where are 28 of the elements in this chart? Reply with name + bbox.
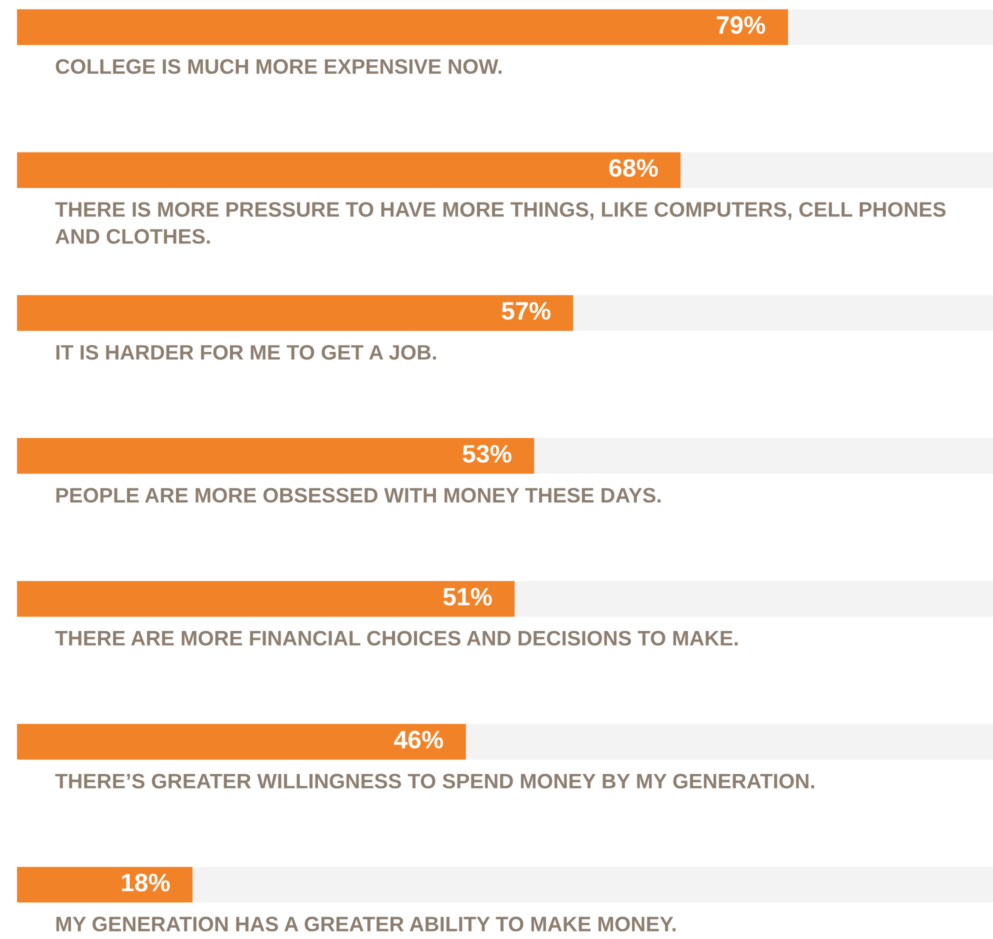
y-tick-label: IT IS HARDER FOR ME TO GET A JOB. xyxy=(56,344,436,360)
bar xyxy=(466,724,993,760)
data-label: 79% xyxy=(716,16,766,34)
bar xyxy=(192,866,993,903)
data-label: 51% xyxy=(443,588,492,606)
data-label: 57% xyxy=(502,302,550,320)
bar xyxy=(17,152,681,188)
bar xyxy=(17,866,193,903)
y-tick-label: THERE ARE MORE FINANCIAL CHOICES AND DECISIONS TO MAKE. xyxy=(55,630,738,646)
data-label: 68% xyxy=(609,159,658,177)
y-tick-label: THERE’S GREATER WILLINGNESS TO SPEND MONEY BY MY GENERATION. xyxy=(55,774,814,789)
bar xyxy=(680,152,993,188)
bar xyxy=(788,9,993,46)
y-tick-label: THERE IS MORE PRESSURE TO HAVE MORE THINGS, LIKE COMPUTERS, CELL PHONES AND CLOTHES. xyxy=(55,202,946,244)
bar xyxy=(17,438,534,474)
y-tick-label: PEOPLE ARE MORE OBSESSED WITH MONEY THESE DAYS. xyxy=(56,488,661,503)
bar xyxy=(573,295,993,331)
bar xyxy=(17,295,574,331)
bar xyxy=(17,9,788,46)
data-label: 46% xyxy=(394,730,444,748)
data-label: 18% xyxy=(122,874,170,892)
bar xyxy=(534,438,993,474)
bar xyxy=(17,580,515,617)
bar xyxy=(514,580,993,617)
data-label: 53% xyxy=(462,444,512,463)
bar xyxy=(17,724,466,760)
y-tick-label: COLLEGE IS MUCH MORE EXPENSIVE NOW. xyxy=(56,59,502,74)
y-tick-label: MY GENERATION HAS A GREATER ABILITY TO MAKE MONEY. xyxy=(56,916,676,932)
